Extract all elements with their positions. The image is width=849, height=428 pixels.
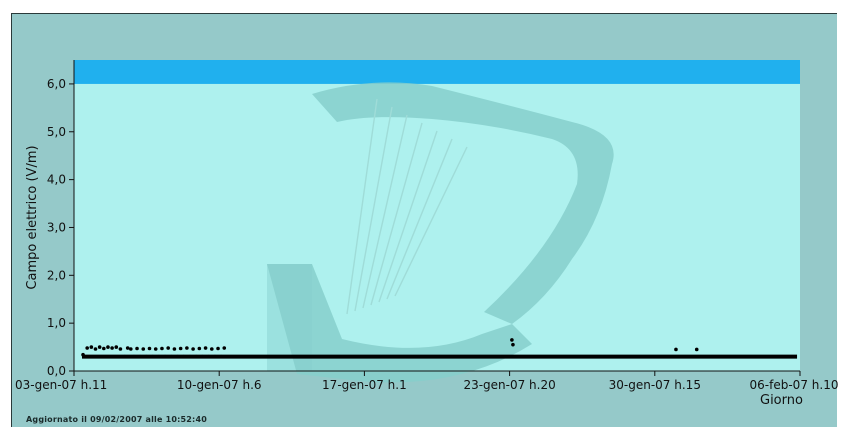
y-tick-label: 2,0 — [47, 268, 66, 282]
data-point — [511, 342, 515, 347]
data-point — [510, 338, 514, 342]
data-point — [93, 347, 98, 351]
y-tick-label: 4,0 — [47, 173, 66, 187]
data-point — [163, 354, 167, 359]
x-axis-title: Giorno — [760, 393, 803, 408]
data-point — [110, 346, 114, 350]
data-point — [129, 347, 133, 351]
data-point — [178, 346, 183, 351]
data-point — [206, 354, 211, 359]
data-point — [81, 352, 85, 357]
data-point — [138, 354, 142, 359]
chart-svg: 0,0 1,0 2,0 3,0 4,0 5,0 6,0 03-gen-07 h.11 10-g… — [15, 60, 838, 408]
data-point — [102, 346, 106, 351]
y-ticks: 0,0 1,0 2,0 3,0 4,0 5,0 6,0 — [47, 77, 74, 378]
x-tick-label: 06-feb-07 h.10 — [750, 378, 838, 392]
x-tick-label: 03-gen-07 h.11 — [15, 378, 107, 392]
x-tick-label: 23-gen-07 h.20 — [463, 378, 555, 392]
x-tick-label: 10-gen-07 h.6 — [177, 378, 262, 392]
data-point — [141, 347, 146, 351]
x-tick-label: 17-gen-07 h.1 — [322, 378, 407, 392]
data-point — [175, 354, 180, 359]
y-axis-title: Campo elettrico (V/m) — [25, 145, 40, 289]
data-point — [169, 354, 174, 359]
data-point — [191, 347, 195, 351]
data-point — [153, 347, 158, 351]
data-point — [216, 346, 220, 351]
data-point — [181, 354, 186, 359]
y-tick-label: 5,0 — [47, 125, 66, 139]
data-point — [147, 346, 152, 351]
data-point — [118, 347, 123, 351]
data-point — [674, 347, 678, 352]
updated-prefix: Aggiornato il — [26, 415, 88, 424]
data-point — [114, 345, 119, 349]
data-point — [97, 345, 102, 349]
data-point — [194, 354, 199, 359]
data-point — [132, 354, 136, 359]
last-updated-note: Aggiornato il 09/02/2007 alle 10:52:40 — [26, 415, 207, 424]
data-point — [694, 347, 699, 352]
y-tick-label: 3,0 — [47, 220, 66, 234]
data-point — [144, 354, 149, 359]
updated-datetime: 09/02/2007 alle 10:52:40 — [90, 415, 207, 424]
data-point — [222, 346, 227, 350]
data-point — [150, 354, 155, 359]
data-point — [106, 345, 110, 349]
data-point — [135, 346, 139, 351]
data-point — [85, 346, 89, 350]
data-point — [160, 346, 164, 351]
chart-frame: 0,0 1,0 2,0 3,0 4,0 5,0 6,0 03-gen-07 h.11 10-g… — [11, 13, 838, 427]
x-ticks: 03-gen-07 h.11 10-gen-07 h.6 17-gen-07 h.1… — [15, 371, 838, 392]
data-point — [209, 347, 214, 351]
data-point — [200, 354, 205, 359]
y-tick-label: 6,0 — [47, 77, 66, 91]
data-point — [166, 346, 170, 350]
data-point — [125, 346, 130, 350]
y-tick-label: 1,0 — [47, 316, 66, 330]
harp-logo-icon — [267, 82, 614, 383]
data-point — [188, 354, 192, 359]
x-tick-label: 30-gen-07 h.15 — [609, 378, 701, 392]
limit-band — [74, 60, 800, 84]
data-point — [185, 346, 189, 350]
data-point — [172, 347, 177, 351]
data-points — [81, 338, 798, 359]
data-point — [89, 345, 94, 349]
data-point — [197, 346, 202, 351]
y-tick-label: 0,0 — [47, 364, 66, 378]
data-point — [219, 354, 223, 359]
data-point — [157, 354, 161, 359]
data-point — [213, 354, 217, 359]
data-point — [203, 346, 208, 350]
data-point — [122, 354, 127, 359]
